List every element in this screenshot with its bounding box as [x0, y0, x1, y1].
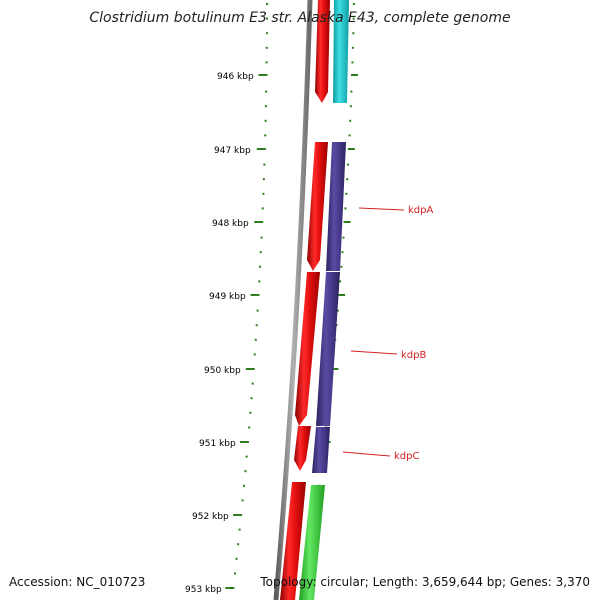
gene-red-5 [280, 482, 306, 600]
gene-label-kdpC: kdpC [394, 451, 419, 462]
gene-label-kdpA: kdpA [408, 205, 433, 216]
ruler-label-946: 946 kbp [217, 72, 254, 82]
ruler-label-947: 947 kbp [214, 146, 251, 156]
gene-red-2 [307, 142, 328, 271]
accession-text: Accession: NC_010723 [9, 575, 146, 589]
topology-text: Topology: circular; Length: 3,659,644 bp… [260, 575, 590, 589]
gene-purple-kdpC [312, 427, 330, 473]
ruler-label-951: 951 kbp [199, 439, 236, 449]
gene-purple-kdpA [326, 142, 346, 271]
kdpA-leader [358, 207, 405, 211]
gene-red-kdpB [295, 272, 320, 426]
kdpC-leader [342, 451, 391, 457]
gene-red-kdpC [294, 426, 311, 471]
gene-label-kdpB: kdpB [401, 350, 426, 361]
gene-red-1 [315, 0, 330, 103]
gene-cyan [333, 0, 349, 103]
genome-backbone [273, 0, 313, 600]
ruler-label-949: 949 kbp [209, 292, 246, 302]
ruler-label-948: 948 kbp [212, 219, 249, 229]
ruler-label-953: 953 kbp [185, 585, 222, 595]
gene-purple-kdpB [316, 272, 340, 426]
gene-green [299, 485, 325, 600]
ruler-label-950: 950 kbp [204, 366, 241, 376]
ruler-ticks [225, 3, 268, 589]
kdpB-leader [350, 350, 398, 355]
ruler-label-952: 952 kbp [192, 512, 229, 522]
genome-title: Clostridium botulinum E3 str. Alaska E43… [89, 10, 511, 26]
